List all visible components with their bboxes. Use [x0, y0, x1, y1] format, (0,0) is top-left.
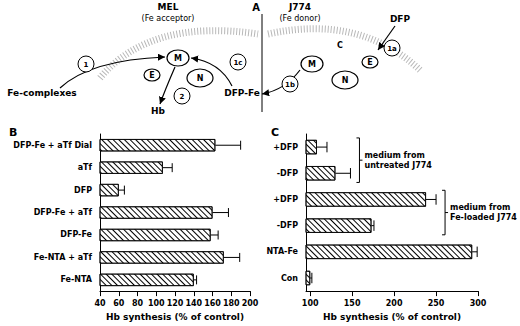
svg-text:200: 200: [242, 299, 259, 308]
svg-text:aTf: aTf: [78, 163, 93, 172]
svg-text:N: N: [197, 74, 204, 83]
svg-text:100: 100: [148, 299, 165, 308]
svg-text:M: M: [308, 60, 316, 69]
svg-text:J774: J774: [288, 2, 311, 12]
svg-text:60: 60: [113, 299, 125, 308]
svg-text:-DFP: -DFP: [277, 221, 298, 230]
svg-text:300: 300: [470, 299, 487, 308]
svg-text:untreated J774: untreated J774: [364, 161, 432, 170]
svg-text:1b: 1b: [285, 81, 295, 89]
svg-text:Fe-NTA: Fe-NTA: [60, 275, 92, 284]
svg-text:MEL: MEL: [158, 2, 179, 12]
svg-text:B: B: [9, 126, 17, 139]
svg-text:medium from: medium from: [450, 203, 510, 212]
svg-text:NTA-Fe: NTA-Fe: [266, 247, 298, 256]
svg-text:100: 100: [302, 299, 319, 308]
svg-text:2: 2: [180, 93, 185, 101]
svg-text:DFP-Fe + aTf Dial: DFP-Fe + aTf Dial: [13, 141, 92, 150]
svg-text:DFP: DFP: [74, 186, 92, 195]
svg-text:Hb: Hb: [151, 106, 166, 116]
svg-text:C: C: [271, 126, 279, 139]
svg-text:1c: 1c: [233, 59, 242, 67]
svg-text:DFP-Fe: DFP-Fe: [224, 88, 260, 98]
svg-text:1a: 1a: [387, 45, 397, 53]
svg-text:180: 180: [223, 299, 240, 308]
svg-text:250: 250: [428, 299, 445, 308]
svg-text:A: A: [252, 2, 260, 13]
svg-text:200: 200: [386, 299, 403, 308]
svg-text:DFP-Fe: DFP-Fe: [60, 230, 92, 239]
svg-text:1: 1: [84, 61, 89, 69]
svg-text:-DFP: -DFP: [277, 169, 298, 178]
svg-text:(Fe donor): (Fe donor): [279, 14, 320, 23]
svg-text:+DFP: +DFP: [273, 195, 298, 204]
svg-text:E: E: [367, 58, 372, 67]
svg-text:150: 150: [344, 299, 361, 308]
svg-text:Fe-complexes: Fe-complexes: [7, 88, 76, 98]
svg-text:E: E: [149, 71, 154, 80]
svg-text:(Fe acceptor): (Fe acceptor): [142, 14, 195, 23]
svg-text:Fe-loaded J774: Fe-loaded J774: [450, 213, 517, 222]
svg-text:Hb synthesis (% of control): Hb synthesis (% of control): [323, 312, 461, 322]
svg-text:160: 160: [204, 299, 221, 308]
svg-text:Con: Con: [281, 274, 298, 283]
svg-text:Fe-NTA + aTf: Fe-NTA + aTf: [34, 253, 93, 262]
svg-text:80: 80: [132, 299, 144, 308]
svg-text:+DFP: +DFP: [273, 143, 298, 152]
svg-text:DFP: DFP: [390, 14, 411, 24]
svg-text:140: 140: [185, 299, 202, 308]
svg-text:M: M: [174, 54, 182, 63]
svg-text:medium from: medium from: [364, 151, 424, 160]
svg-text:C: C: [337, 41, 343, 50]
svg-text:DFP-Fe + aTf: DFP-Fe + aTf: [34, 208, 93, 217]
svg-text:Hb synthesis (% of control): Hb synthesis (% of control): [106, 312, 244, 322]
svg-text:N: N: [342, 76, 349, 85]
svg-text:120: 120: [167, 299, 184, 308]
svg-text:40: 40: [94, 299, 106, 308]
